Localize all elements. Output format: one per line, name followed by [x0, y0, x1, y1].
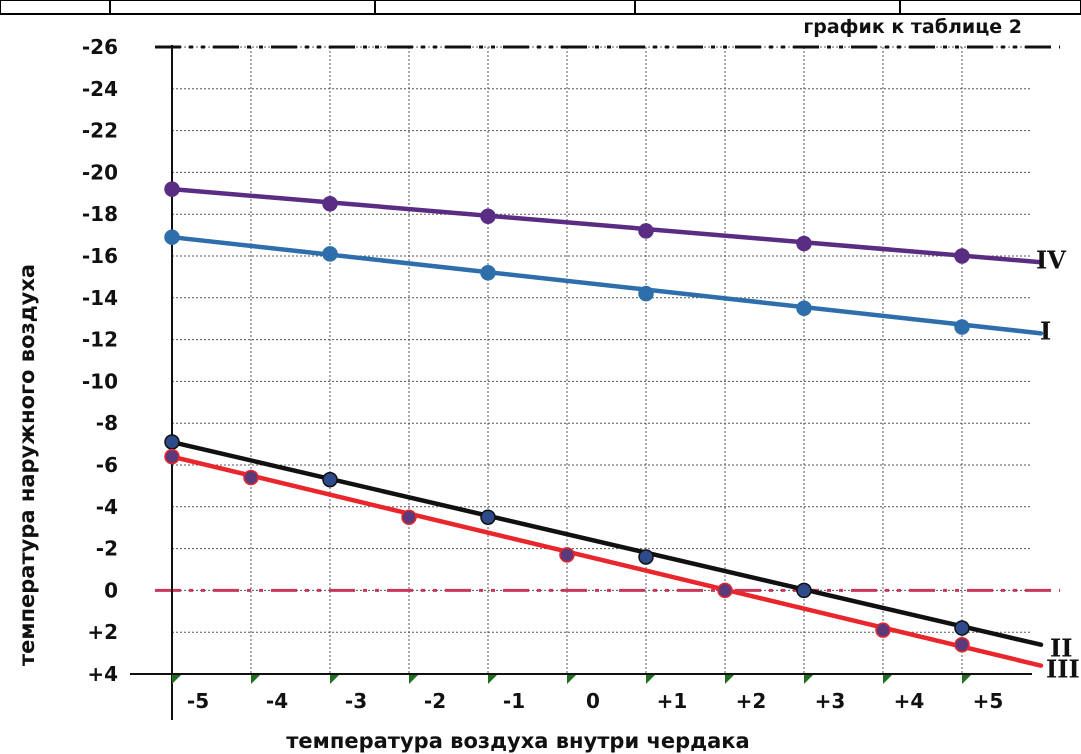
y-tick-label: -24	[82, 77, 118, 101]
series-label-III: III	[1046, 655, 1080, 684]
x-tick-mark	[962, 675, 971, 684]
series-label-II: II	[1050, 634, 1072, 663]
x-tick-mark	[409, 675, 418, 684]
x-tick-mark	[251, 675, 260, 684]
x-axis-title: температура воздуха внутри чердака	[286, 729, 749, 753]
x-tick-label: +5	[973, 689, 1004, 713]
data-point	[954, 319, 970, 335]
y-tick-label: -16	[82, 244, 118, 268]
data-point	[480, 264, 496, 281]
reference-lines	[155, 45, 1060, 592]
x-tick-label: +1	[657, 689, 688, 713]
data-point	[638, 549, 654, 565]
x-tick-label: 0	[586, 689, 600, 713]
data-point	[322, 471, 338, 488]
data-point	[164, 181, 180, 197]
series-label-IV: IV	[1036, 245, 1066, 274]
y-tick-label: -10	[82, 369, 118, 393]
x-tick-label: +4	[894, 689, 925, 713]
y-tick-label: +2	[87, 620, 118, 644]
data-point	[954, 636, 970, 653]
y-tick-label: 0	[104, 578, 118, 602]
series-II	[164, 434, 1044, 647]
series-I	[164, 229, 1044, 336]
x-tick-mark	[567, 675, 576, 684]
series-IV	[164, 181, 1044, 265]
data-point	[875, 622, 891, 638]
data-point	[164, 448, 180, 465]
x-tick-mark	[646, 675, 655, 684]
series	[164, 181, 1044, 668]
y-tick-label: -20	[82, 160, 118, 184]
axes	[130, 45, 1032, 720]
x-tick-label: -2	[424, 689, 446, 713]
data-point	[164, 434, 180, 450]
y-tick-label: -26	[82, 35, 118, 59]
y-tick-label: -4	[96, 495, 118, 519]
series-line-IV	[169, 186, 1044, 265]
data-point	[954, 248, 970, 264]
x-tick-label: -3	[345, 689, 367, 713]
x-tick-label: +3	[815, 689, 846, 713]
top-border	[0, 0, 1081, 15]
data-point	[796, 235, 812, 252]
x-tick-mark	[725, 675, 734, 684]
series-label-I: I	[1040, 316, 1051, 345]
chart-title: график к таблице 2	[803, 16, 1022, 38]
x-tick-label: +2	[736, 689, 767, 713]
y-tick-label: -8	[96, 411, 118, 435]
x-tick-mark	[172, 675, 181, 684]
y-tick-label: +4	[87, 662, 118, 686]
data-point	[480, 208, 496, 225]
data-point	[164, 229, 180, 245]
data-point	[243, 469, 259, 486]
data-point	[796, 582, 812, 599]
tick-labels: -26-24-22-20-18-16-14-12-10-8-6-4-20+2+4…	[82, 35, 1003, 713]
x-tick-mark	[488, 675, 497, 684]
data-point	[480, 509, 496, 525]
y-tick-label: -2	[96, 537, 118, 561]
data-point	[638, 285, 654, 302]
series-line-I	[169, 234, 1044, 336]
x-tick-mark	[883, 675, 892, 684]
y-tick-label: -14	[82, 286, 118, 310]
data-point	[322, 196, 338, 212]
y-tick-label: -22	[82, 119, 118, 143]
x-tick-mark	[330, 675, 339, 684]
data-point	[796, 300, 812, 316]
grid	[172, 46, 1030, 675]
x-tick-mark	[804, 675, 813, 684]
series-line-III	[169, 454, 1044, 668]
data-point	[322, 246, 338, 262]
x-tick-label: -1	[503, 689, 525, 713]
data-point	[638, 223, 654, 239]
y-tick-label: -18	[82, 202, 118, 226]
data-point	[717, 582, 733, 599]
x-tick-label: -4	[266, 689, 288, 713]
y-axis-title: температура наружного воздуха	[15, 264, 39, 666]
data-point	[559, 547, 575, 563]
y-tick-label: -12	[82, 328, 118, 352]
y-tick-label: -6	[96, 453, 118, 477]
series-line-II	[169, 439, 1044, 647]
x-tick-label: -5	[187, 689, 209, 713]
data-point	[401, 509, 417, 525]
series-III	[164, 448, 1044, 668]
data-point	[954, 620, 970, 636]
